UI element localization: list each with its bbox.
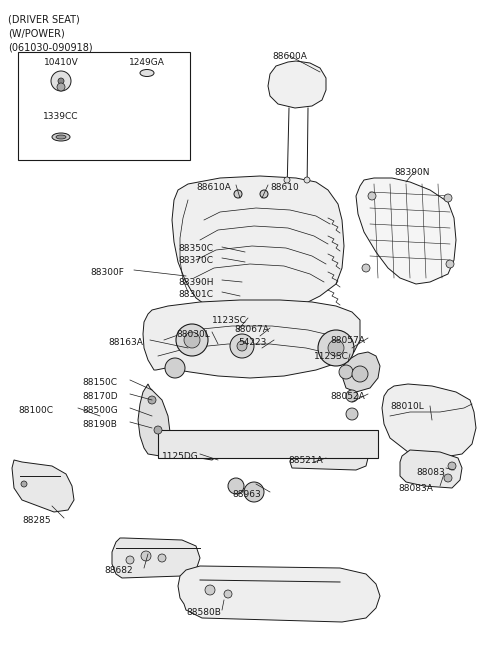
Polygon shape — [178, 566, 380, 622]
Polygon shape — [382, 384, 476, 458]
Polygon shape — [138, 384, 170, 456]
Ellipse shape — [52, 133, 70, 141]
Polygon shape — [12, 460, 74, 512]
Text: 88300F: 88300F — [90, 268, 124, 277]
Text: 88500G: 88500G — [82, 406, 118, 415]
Text: 88150C: 88150C — [82, 378, 117, 387]
Text: 88010L: 88010L — [390, 402, 424, 411]
Circle shape — [57, 83, 65, 91]
Text: 88057A: 88057A — [330, 336, 365, 345]
Text: 88067A: 88067A — [234, 325, 269, 334]
Text: 88285: 88285 — [22, 516, 50, 525]
Text: 88083: 88083 — [416, 468, 445, 477]
Polygon shape — [112, 538, 200, 578]
Ellipse shape — [140, 70, 154, 77]
Text: 1123SC: 1123SC — [314, 352, 349, 361]
Text: 88682: 88682 — [104, 566, 132, 575]
Circle shape — [176, 324, 208, 356]
Text: 88390H: 88390H — [178, 278, 214, 287]
Text: 88350C: 88350C — [178, 244, 213, 253]
Circle shape — [304, 177, 310, 183]
Polygon shape — [196, 432, 222, 460]
Circle shape — [339, 365, 353, 379]
Text: 88370C: 88370C — [178, 256, 213, 265]
Text: (DRIVER SEAT): (DRIVER SEAT) — [8, 14, 80, 24]
Polygon shape — [400, 450, 462, 488]
Text: 88610: 88610 — [270, 183, 299, 192]
Polygon shape — [172, 176, 344, 316]
Text: 88100C: 88100C — [18, 406, 53, 415]
Circle shape — [228, 478, 244, 494]
Circle shape — [224, 590, 232, 598]
Circle shape — [362, 264, 370, 272]
Circle shape — [126, 556, 134, 564]
Text: 88301C: 88301C — [178, 290, 213, 299]
Circle shape — [154, 426, 162, 434]
Circle shape — [51, 71, 71, 91]
Circle shape — [444, 194, 452, 202]
Circle shape — [446, 260, 454, 268]
Text: 88963: 88963 — [232, 490, 261, 499]
Circle shape — [444, 474, 452, 482]
Text: 88390N: 88390N — [394, 168, 430, 177]
Circle shape — [352, 366, 368, 382]
Polygon shape — [356, 178, 456, 284]
Circle shape — [148, 396, 156, 404]
Circle shape — [237, 341, 247, 351]
Text: 1125DG: 1125DG — [162, 452, 199, 461]
Text: 88163A: 88163A — [108, 338, 143, 347]
Circle shape — [260, 190, 268, 198]
Text: 54223: 54223 — [238, 338, 266, 347]
Circle shape — [318, 330, 354, 366]
Circle shape — [346, 390, 358, 402]
Text: 88052A: 88052A — [330, 392, 365, 401]
Circle shape — [230, 334, 254, 358]
Text: 1339CC: 1339CC — [43, 112, 79, 121]
Text: 88580B: 88580B — [186, 608, 221, 617]
Text: 88030L: 88030L — [176, 330, 210, 339]
Text: 88600A: 88600A — [272, 52, 307, 61]
Polygon shape — [268, 61, 326, 108]
Circle shape — [234, 190, 242, 198]
Bar — [158, 430, 378, 458]
Circle shape — [184, 332, 200, 348]
Text: 88610A: 88610A — [196, 183, 231, 192]
Text: 88083A: 88083A — [398, 484, 433, 493]
Circle shape — [58, 78, 64, 84]
Circle shape — [368, 192, 376, 200]
Circle shape — [284, 177, 290, 183]
Text: (W/POWER): (W/POWER) — [8, 28, 65, 38]
Circle shape — [448, 462, 456, 470]
Bar — [18, 52, 190, 160]
Polygon shape — [342, 352, 380, 392]
Ellipse shape — [56, 135, 66, 139]
Text: 1123SC: 1123SC — [212, 316, 247, 325]
Polygon shape — [290, 448, 368, 470]
Text: 1249GA: 1249GA — [129, 58, 165, 67]
Circle shape — [158, 554, 166, 562]
Text: 10410V: 10410V — [44, 58, 78, 67]
Circle shape — [141, 551, 151, 561]
Circle shape — [328, 340, 344, 356]
Circle shape — [346, 408, 358, 420]
Text: (061030-090918): (061030-090918) — [8, 42, 93, 52]
Text: 88170D: 88170D — [82, 392, 118, 401]
Polygon shape — [143, 300, 360, 378]
Text: 88521A: 88521A — [288, 456, 323, 465]
Circle shape — [244, 482, 264, 502]
Circle shape — [205, 585, 215, 595]
Circle shape — [21, 481, 27, 487]
Text: 88190B: 88190B — [82, 420, 117, 429]
Circle shape — [165, 358, 185, 378]
